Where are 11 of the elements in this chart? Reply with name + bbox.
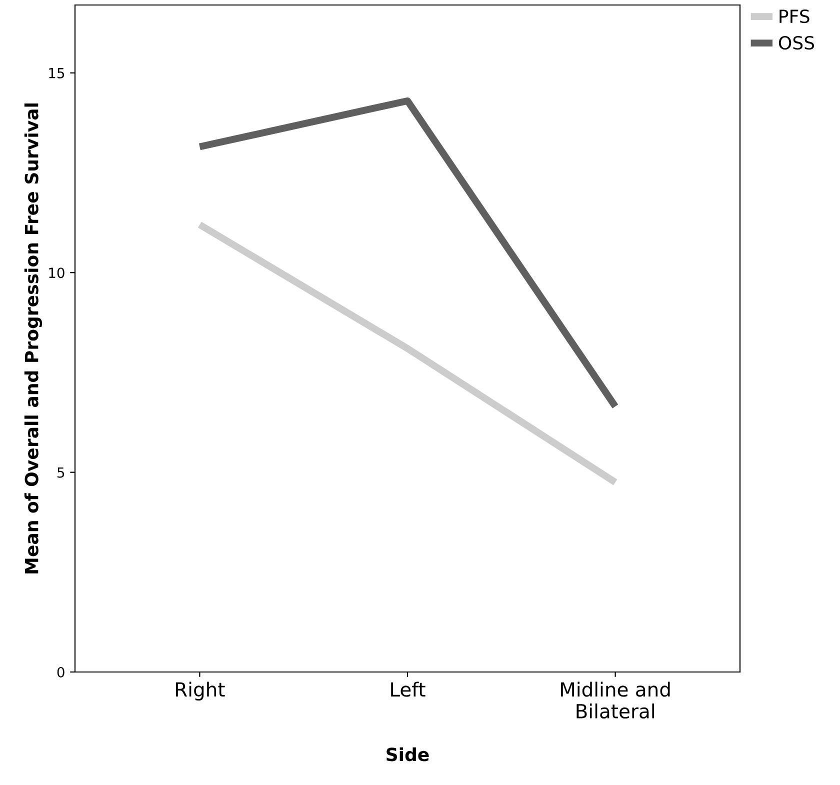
legend-label: PFS	[780, 9, 810, 24]
legend-label: OSS	[778, 36, 814, 50]
x-tick-label: Right	[176, 682, 225, 701]
y-tick-label: 0	[57, 666, 64, 678]
x-axis-title: Side	[386, 747, 429, 762]
x-tick-label: Left	[391, 682, 426, 697]
y-axis-title: Mean of Overall and Progression Free Survival	[24, 104, 42, 574]
y-tick-label: 10	[49, 268, 64, 278]
y-tick-label: 15	[49, 68, 64, 78]
y-tick-label: 5	[58, 467, 64, 478]
x-tick-label: Midline and Bilateral	[561, 682, 670, 719]
